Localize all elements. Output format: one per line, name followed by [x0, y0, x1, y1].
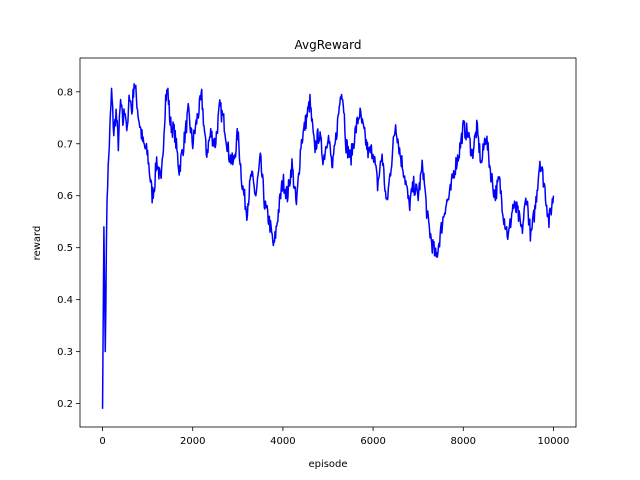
y-axis-label: reward: [32, 226, 43, 261]
y-tick-label: 0.6: [57, 191, 73, 202]
chart-title: AvgReward: [295, 38, 362, 52]
x-tick-label: 4000: [270, 436, 295, 447]
y-axis: 0.2 0.3 0.4 0.5 0.6 0.7 0.8: [57, 87, 80, 410]
y-tick-label: 0.8: [57, 87, 73, 98]
x-tick-label: 10000: [538, 436, 570, 447]
y-tick-label: 0.4: [57, 295, 73, 306]
y-tick-label: 0.5: [57, 243, 73, 254]
x-tick-label: 2000: [180, 436, 205, 447]
x-axis: 0 2000 4000 6000 8000 10000: [99, 427, 569, 447]
x-tick-label: 0: [99, 436, 105, 447]
x-axis-label: episode: [308, 459, 347, 470]
series-line-avgreward: [101, 83, 555, 409]
y-tick-label: 0.3: [57, 347, 73, 358]
x-tick-label: 6000: [360, 436, 385, 447]
x-tick-label: 8000: [451, 436, 476, 447]
y-tick-label: 0.7: [57, 139, 73, 150]
plot-frame: [79, 57, 577, 428]
y-tick-label: 0.2: [57, 399, 73, 410]
